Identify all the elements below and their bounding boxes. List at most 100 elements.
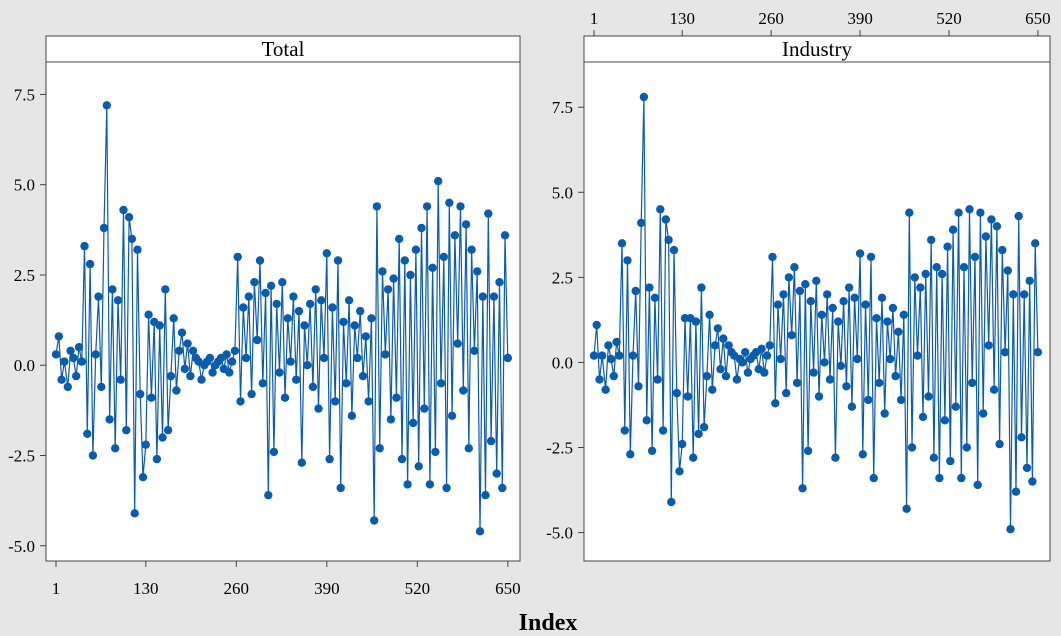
data-point-industry [948, 225, 958, 234]
data-point-total [169, 314, 178, 323]
data-point-industry [762, 351, 772, 360]
data-point-total [397, 454, 407, 464]
x-tick-label-total: 390 [314, 579, 340, 598]
data-point-total [434, 176, 443, 186]
data-point-total [155, 321, 164, 330]
series-total [51, 101, 512, 536]
data-point-industry [721, 371, 731, 381]
x-tick-label-total: 520 [405, 579, 431, 598]
data-point-total [88, 451, 98, 460]
data-point-total [500, 231, 510, 240]
data-point-total [297, 458, 306, 467]
data-point-industry [825, 375, 835, 384]
data-point-industry [710, 341, 720, 350]
data-point-industry [620, 426, 629, 435]
data-point-industry [779, 290, 788, 299]
data-point-industry [713, 324, 722, 333]
data-point-total [370, 516, 379, 525]
data-point-total [272, 299, 281, 309]
data-point-total [130, 509, 139, 518]
data-point-industry [812, 276, 821, 285]
data-point-total [403, 480, 412, 489]
data-point-industry [645, 283, 654, 292]
data-point-total [66, 346, 75, 355]
data-point-total [439, 252, 448, 262]
data-point-industry [836, 361, 846, 370]
data-point-industry [853, 354, 862, 364]
y-axis-total: -5.0 -2.5 0.0 2.5 5.0 7.5 [8, 85, 46, 556]
data-point-industry [694, 429, 703, 439]
x-axis-total: 1 130 260 390 520 650 [52, 561, 521, 598]
data-point-total [489, 292, 499, 301]
data-point-industry [634, 382, 643, 391]
data-point-industry [705, 310, 714, 319]
data-point-total [116, 375, 125, 384]
data-point-total [431, 447, 440, 457]
data-point-industry [1000, 348, 1010, 357]
data-point-total [124, 213, 134, 222]
data-point-total [450, 231, 460, 240]
data-point-industry [639, 92, 649, 102]
x-axis-industry: 1 130 260 390 520 650 [590, 9, 1051, 36]
data-point-industry [844, 283, 854, 292]
data-point-total [292, 375, 301, 384]
data-point-total [280, 393, 290, 402]
data-point-industry [653, 375, 662, 384]
data-point-total [105, 415, 114, 424]
data-point-total [425, 480, 435, 489]
data-point-industry [937, 269, 947, 279]
data-point-total [289, 292, 298, 301]
data-point-total [475, 527, 485, 536]
data-point-industry [697, 283, 706, 292]
data-point-total [386, 415, 396, 424]
data-point-industry [1022, 463, 1032, 473]
data-point-total [72, 371, 81, 381]
data-point-industry [787, 331, 796, 340]
data-point-industry [771, 399, 780, 408]
data-point-total [222, 350, 231, 359]
data-point-total [74, 343, 84, 352]
y-tick-label-industry: 5.0 [552, 183, 573, 202]
data-point-industry [760, 368, 769, 377]
y-tick-label-total: -5.0 [8, 537, 35, 556]
data-point-total [331, 397, 340, 406]
data-point-total [283, 314, 292, 323]
data-point-industry [828, 303, 837, 313]
data-point-total [83, 429, 92, 438]
data-point-total [395, 234, 404, 244]
y-tick-label-industry: 0.0 [552, 353, 573, 372]
data-point-industry [1014, 211, 1023, 221]
data-point-industry [801, 280, 810, 289]
data-point-total [367, 314, 376, 323]
data-point-total [166, 371, 176, 381]
data-point-total [459, 386, 468, 395]
data-point-total [278, 278, 287, 287]
data-point-industry [918, 412, 928, 422]
x-tick-label-industry: 1 [590, 9, 599, 28]
data-point-total [269, 447, 279, 457]
data-point-industry [989, 385, 999, 394]
data-point-total [317, 296, 326, 305]
data-point-total [467, 245, 476, 254]
data-point-total [141, 440, 150, 449]
data-point-industry [842, 382, 851, 391]
data-point-industry [940, 416, 950, 425]
data-point-total [400, 256, 409, 265]
data-point-total [51, 350, 61, 359]
x-tick-label-industry: 260 [758, 9, 784, 28]
y-tick-label-total: 7.5 [14, 85, 35, 104]
data-point-industry [628, 351, 638, 360]
data-point-total [325, 454, 334, 464]
data-point-total [261, 288, 270, 298]
data-point-total [484, 209, 493, 218]
data-point-total [339, 317, 348, 327]
data-point-industry [650, 293, 660, 302]
panel-industry: Industry -5.0 -2.5 0.0 2.5 5.0 7.5 1 130 260 390… [546, 9, 1051, 562]
data-point-industry [604, 341, 613, 350]
data-point-total [447, 411, 457, 420]
data-point-industry [719, 334, 728, 343]
data-point-industry [864, 395, 873, 405]
data-point-industry [814, 392, 824, 401]
data-point-industry [1017, 433, 1026, 442]
y-axis-industry: -5.0 -2.5 0.0 2.5 5.0 7.5 [546, 98, 584, 543]
